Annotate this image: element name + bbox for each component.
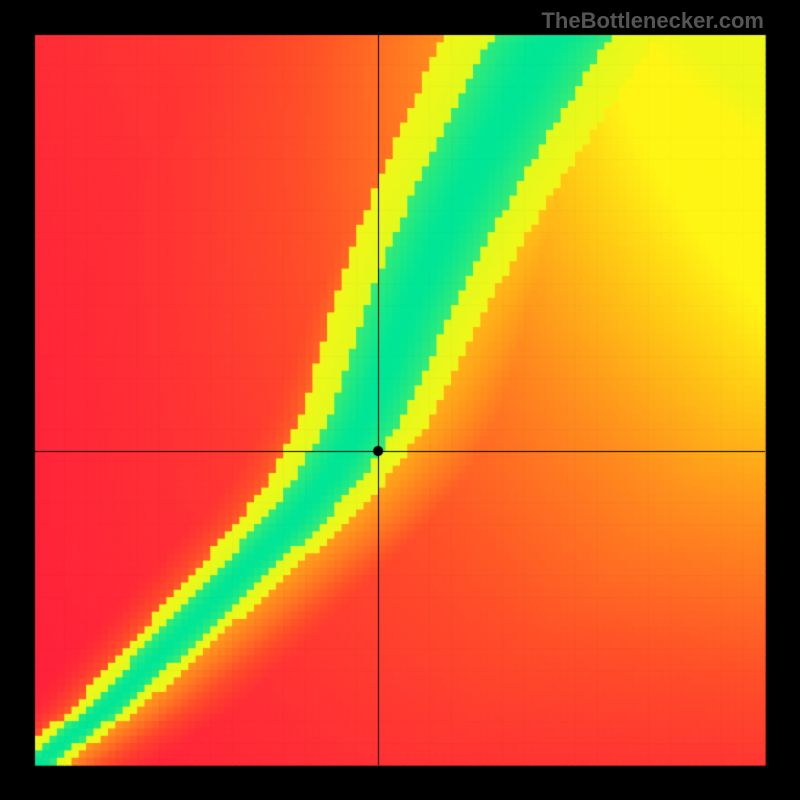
- watermark-text: TheBottlenecker.com: [541, 8, 764, 34]
- bottleneck-heatmap: [0, 0, 800, 800]
- chart-container: TheBottlenecker.com: [0, 0, 800, 800]
